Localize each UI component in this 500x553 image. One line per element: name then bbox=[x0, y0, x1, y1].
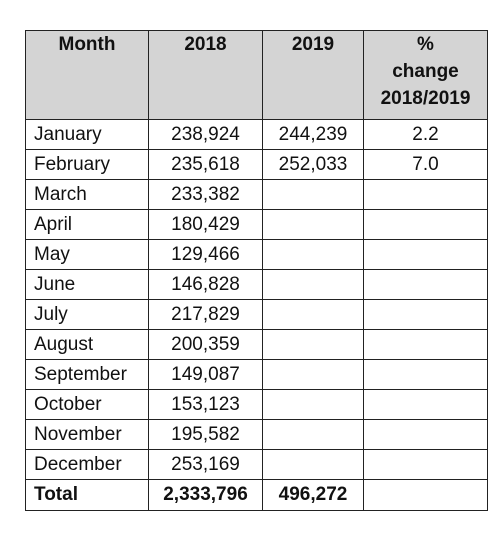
value-2019-cell bbox=[262, 329, 364, 360]
header-percent-symbol: % bbox=[417, 34, 434, 55]
percent-change-cell bbox=[363, 209, 488, 240]
value-2019-cell bbox=[262, 389, 364, 420]
value-2018-cell: 217,829 bbox=[148, 299, 263, 330]
value-2019-cell: 252,033 bbox=[262, 149, 364, 180]
value-2019-cell bbox=[262, 359, 364, 390]
value-2019-cell bbox=[262, 179, 364, 210]
value-2019-cell bbox=[262, 449, 364, 480]
value-2018-cell: 233,382 bbox=[148, 179, 263, 210]
percent-change-cell: 2.2 bbox=[363, 119, 488, 150]
value-2019-cell: 244,239 bbox=[262, 119, 364, 150]
table-row: June 146,828 bbox=[25, 269, 488, 300]
value-2018-cell: 149,087 bbox=[148, 359, 263, 390]
table-row: May 129,466 bbox=[25, 239, 488, 270]
month-cell: December bbox=[25, 449, 149, 480]
percent-change-cell bbox=[363, 389, 488, 420]
table-row: March 233,382 bbox=[25, 179, 488, 210]
percent-change-cell bbox=[363, 299, 488, 330]
table-row: September 149,087 bbox=[25, 359, 488, 390]
percent-change-cell bbox=[363, 269, 488, 300]
percent-change-cell: 7.0 bbox=[363, 149, 488, 180]
value-2019-cell bbox=[262, 419, 364, 450]
header-2018: 2018 bbox=[148, 30, 263, 120]
percent-change-cell bbox=[363, 449, 488, 480]
value-2018-cell: 153,123 bbox=[148, 389, 263, 420]
month-cell: July bbox=[25, 299, 149, 330]
table-footer: Total 2,333,796 496,272 bbox=[25, 479, 488, 511]
table-row: February 235,618 252,033 7.0 bbox=[25, 149, 488, 180]
total-label: Total bbox=[25, 479, 149, 511]
table-row: December 253,169 bbox=[25, 449, 488, 480]
value-2018-cell: 200,359 bbox=[148, 329, 263, 360]
value-2018-cell: 238,924 bbox=[148, 119, 263, 150]
value-2019-cell bbox=[262, 299, 364, 330]
header-percent-period: 2018/2019 bbox=[380, 88, 471, 109]
total-2019: 496,272 bbox=[262, 479, 364, 511]
table-row: October 153,123 bbox=[25, 389, 488, 420]
value-2018-cell: 180,429 bbox=[148, 209, 263, 240]
percent-change-cell bbox=[363, 239, 488, 270]
month-cell: August bbox=[25, 329, 149, 360]
value-2018-cell: 195,582 bbox=[148, 419, 263, 450]
header-row: Month 2018 2019 % change 2018/2019 bbox=[25, 30, 488, 120]
percent-change-cell bbox=[363, 359, 488, 390]
table-row: November 195,582 bbox=[25, 419, 488, 450]
month-cell: September bbox=[25, 359, 149, 390]
month-cell: November bbox=[25, 419, 149, 450]
percent-change-cell bbox=[363, 179, 488, 210]
header-percent-change: % change 2018/2019 bbox=[363, 30, 488, 120]
month-cell: January bbox=[25, 119, 149, 150]
percent-change-cell bbox=[363, 329, 488, 360]
table-row: April 180,429 bbox=[25, 209, 488, 240]
month-cell: June bbox=[25, 269, 149, 300]
monthly-data-table: Month 2018 2019 % change 2018/2019 Janua… bbox=[25, 30, 488, 511]
value-2019-cell bbox=[262, 239, 364, 270]
value-2019-cell bbox=[262, 269, 364, 300]
table-row: January 238,924 244,239 2.2 bbox=[25, 119, 488, 150]
table-row: July 217,829 bbox=[25, 299, 488, 330]
value-2018-cell: 129,466 bbox=[148, 239, 263, 270]
table-row: August 200,359 bbox=[25, 329, 488, 360]
value-2018-cell: 235,618 bbox=[148, 149, 263, 180]
table-header: Month 2018 2019 % change 2018/2019 bbox=[25, 30, 488, 120]
header-percent-word: change bbox=[392, 61, 459, 82]
total-percent-change bbox=[363, 479, 488, 511]
total-2018: 2,333,796 bbox=[148, 479, 263, 511]
value-2018-cell: 146,828 bbox=[148, 269, 263, 300]
month-cell: March bbox=[25, 179, 149, 210]
table-body: January 238,924 244,239 2.2 February 235,618 2… bbox=[25, 119, 488, 480]
month-cell: May bbox=[25, 239, 149, 270]
header-2019: 2019 bbox=[262, 30, 364, 120]
header-month: Month bbox=[25, 30, 149, 120]
month-cell: October bbox=[25, 389, 149, 420]
month-cell: February bbox=[25, 149, 149, 180]
total-row: Total 2,333,796 496,272 bbox=[25, 479, 488, 511]
value-2018-cell: 253,169 bbox=[148, 449, 263, 480]
value-2019-cell bbox=[262, 209, 364, 240]
percent-change-cell bbox=[363, 419, 488, 450]
month-cell: April bbox=[25, 209, 149, 240]
